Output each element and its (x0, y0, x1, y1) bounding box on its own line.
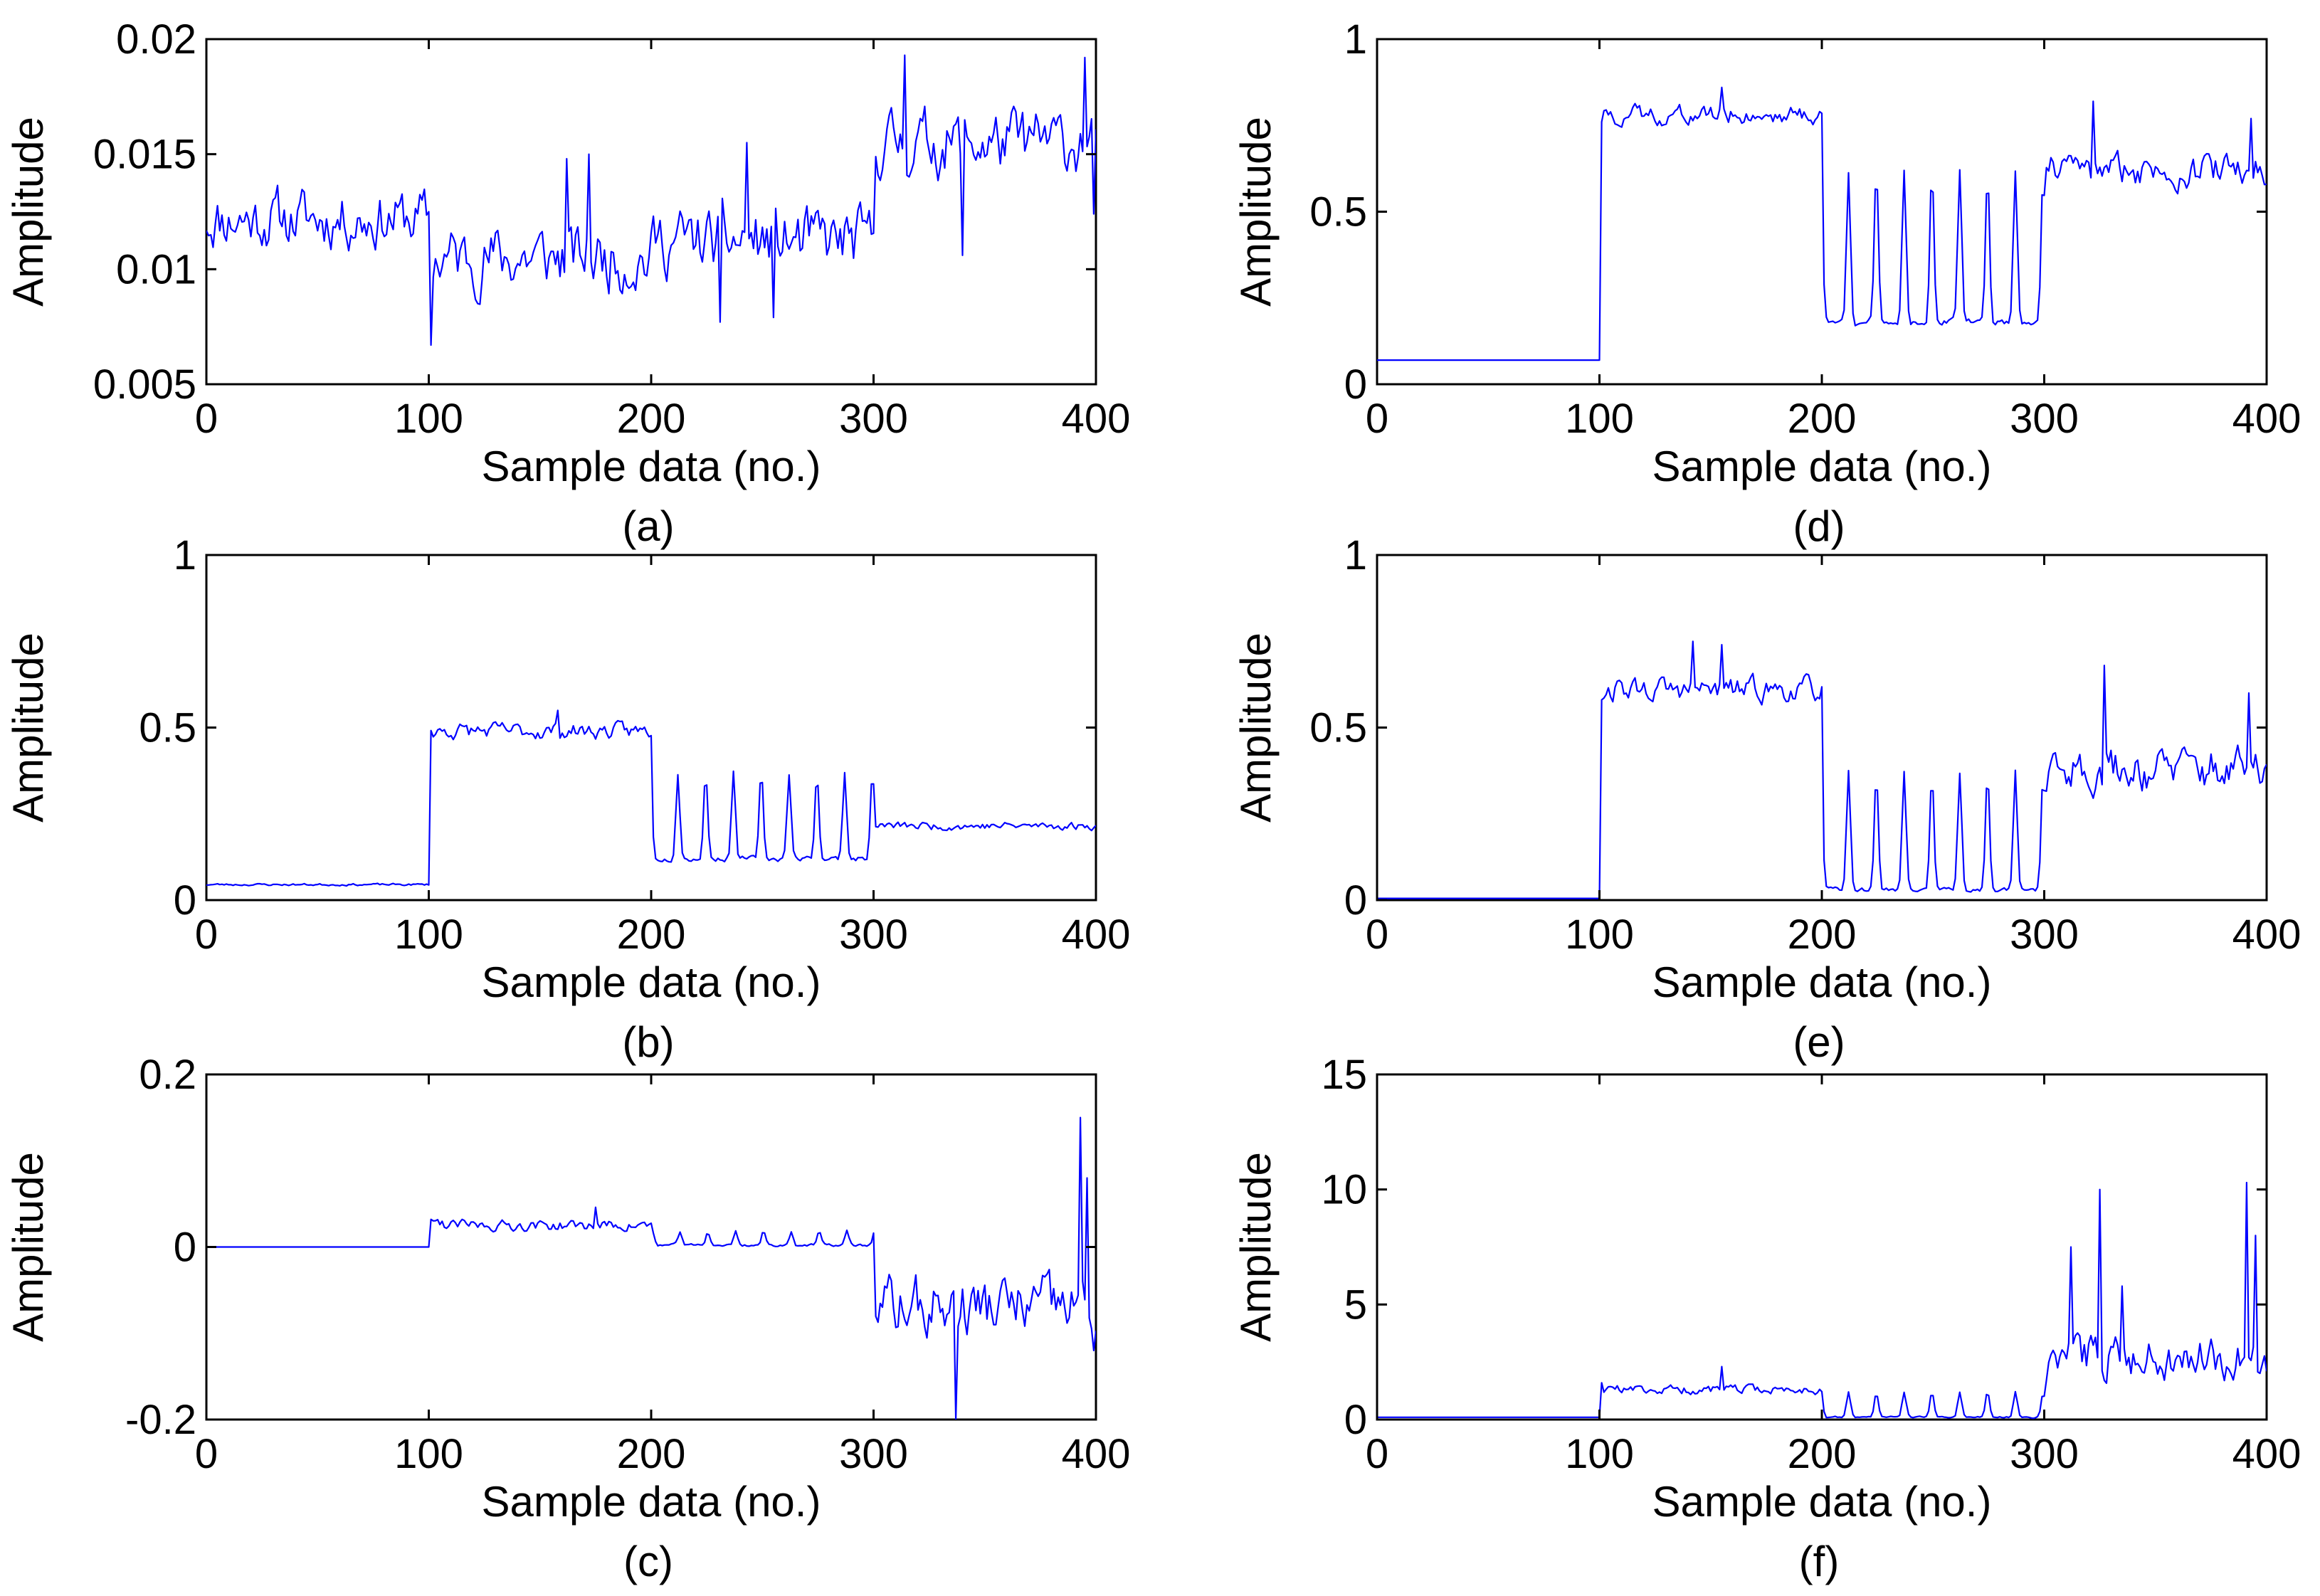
panel-caption: (b) (622, 1018, 674, 1066)
x-tick-label: 300 (2010, 911, 2079, 958)
y-tick-label: 0 (1344, 877, 1367, 924)
data-series-line-f (1377, 1181, 2267, 1420)
y-tick-label: -0.2 (125, 1397, 196, 1443)
y-tick-label: 0.01 (116, 246, 196, 292)
x-tick-label: 300 (839, 911, 908, 958)
y-tick-label: 1 (1344, 532, 1367, 578)
data-series-line-e (1377, 640, 2267, 899)
x-tick-label: 400 (2232, 1431, 2301, 1477)
y-tick-label: 0.015 (93, 132, 196, 178)
x-tick-label: 200 (617, 1431, 686, 1477)
x-tick-label: 400 (1062, 396, 1131, 442)
x-tick-label: 0 (195, 396, 218, 442)
x-tick-label: 400 (2232, 911, 2301, 958)
x-axis-label: Sample data (no.) (482, 443, 821, 490)
y-tick-label: 15 (1321, 1052, 1367, 1098)
y-axis-label: Amplitude (4, 633, 52, 823)
x-tick-label: 0 (195, 911, 218, 958)
y-tick-label: 0.2 (139, 1052, 196, 1098)
data-series-line-d (1377, 86, 2267, 361)
x-tick-label: 400 (1062, 1431, 1131, 1477)
panel-f: 0 100 200 300 400 0 5 10 15 Sample data (no.) Ampl… (1232, 1052, 2301, 1585)
y-tick-label: 0 (174, 877, 196, 924)
panel-caption: (f) (1799, 1538, 1840, 1585)
x-tick-label: 100 (1565, 396, 1634, 442)
y-tick-label: 0 (1344, 361, 1367, 408)
y-tick-label: 0.5 (1309, 189, 1367, 236)
plot-frame-a (205, 38, 1097, 386)
panel-caption: (a) (622, 502, 674, 550)
x-tick-label: 200 (617, 911, 686, 958)
data-series-line-a (206, 54, 1096, 347)
x-tick-label: 300 (2010, 396, 2079, 442)
x-tick-label: 100 (1565, 1431, 1634, 1477)
y-tick-label: 10 (1321, 1167, 1367, 1213)
x-axis-label: Sample data (no.) (1652, 958, 1992, 1006)
y-tick-label: 0.5 (1309, 705, 1367, 751)
y-tick-label: 1 (1344, 16, 1367, 63)
x-axis-label: Sample data (no.) (482, 958, 821, 1006)
x-axis-label: Sample data (no.) (1652, 443, 1992, 490)
y-axis-label: Amplitude (1232, 1152, 1280, 1342)
plot-frame-d (1376, 38, 2268, 386)
x-tick-label: 200 (1788, 1431, 1857, 1477)
plot-frame-f (1376, 1073, 2268, 1421)
plot-frame-b (205, 554, 1097, 902)
x-tick-label: 300 (839, 1431, 908, 1477)
y-tick-label: 0 (1344, 1397, 1367, 1443)
x-tick-label: 200 (1788, 911, 1857, 958)
panel-caption: (c) (623, 1538, 673, 1585)
x-tick-label: 0 (195, 1431, 218, 1477)
y-axis-label: Amplitude (1232, 633, 1280, 823)
x-tick-label: 400 (1062, 911, 1131, 958)
x-tick-label: 100 (1565, 911, 1634, 958)
panel-caption: (d) (1793, 502, 1845, 550)
y-axis-label: Amplitude (4, 1152, 52, 1342)
y-tick-label: 0.02 (116, 16, 196, 63)
x-axis-label: Sample data (no.) (482, 1478, 821, 1526)
y-axis-label: Amplitude (1232, 117, 1280, 307)
panel-d: 0 100 200 300 400 0 0.5 1 Sample data (no.) Ampli… (1232, 16, 2301, 550)
x-tick-label: 0 (1366, 396, 1388, 442)
panel-caption: (e) (1793, 1018, 1845, 1066)
x-tick-label: 300 (839, 396, 908, 442)
x-tick-label: 0 (1366, 911, 1388, 958)
panel-e: 0 100 200 300 400 0 0.5 1 Sample data (no.) Ampli… (1232, 532, 2301, 1066)
x-tick-label: 100 (394, 396, 463, 442)
x-tick-label: 200 (1788, 396, 1857, 442)
x-tick-label: 100 (394, 911, 463, 958)
y-tick-label: 0 (174, 1225, 196, 1271)
data-series-line-b (206, 709, 1096, 887)
x-tick-label: 300 (2010, 1431, 2079, 1477)
x-tick-label: 200 (617, 396, 686, 442)
y-tick-label: 0.005 (93, 361, 196, 408)
panel-b: 0 100 200 300 400 0 0.5 1 Sample data (no.) Ampli… (4, 532, 1130, 1066)
data-series-line-c (206, 1116, 1096, 1420)
y-tick-label: 1 (174, 532, 196, 578)
y-tick-label: 0.5 (139, 705, 196, 751)
y-tick-label: 5 (1344, 1281, 1367, 1328)
x-tick-label: 0 (1366, 1431, 1388, 1477)
x-tick-label: 400 (2232, 396, 2301, 442)
panel-a: 0 100 200 300 400 0.005 0.01 0.015 0.02 Sample da… (4, 16, 1130, 550)
x-axis-label: Sample data (no.) (1652, 1478, 1992, 1526)
y-axis-label: Amplitude (4, 117, 52, 307)
x-tick-label: 100 (394, 1431, 463, 1477)
